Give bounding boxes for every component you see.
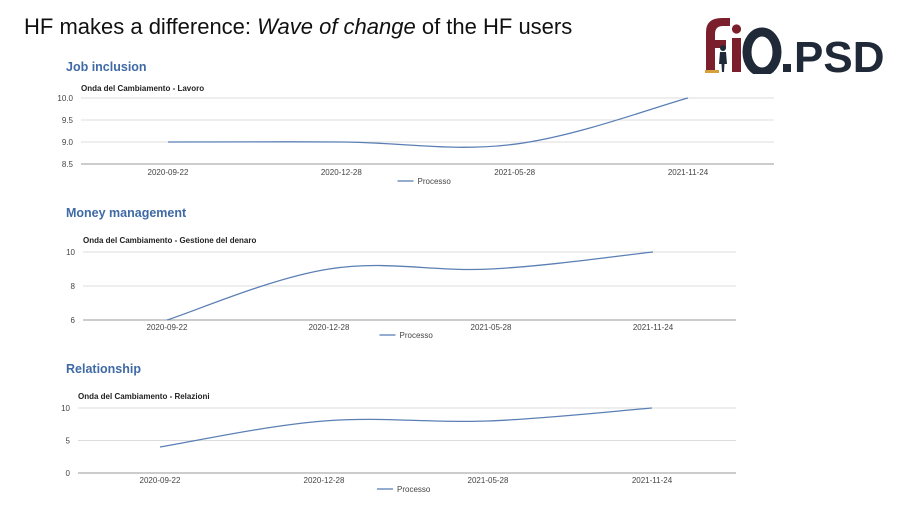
series-line: [167, 97, 689, 148]
legend-label: Processo: [397, 485, 431, 494]
y-tick-label: 5: [66, 437, 71, 446]
slide-title-suffix: of the HF users: [415, 14, 573, 39]
y-tick-label: 8.5: [62, 160, 74, 169]
y-tick-label: 6: [71, 316, 76, 325]
x-tick-label: 2021-05-28: [471, 323, 512, 332]
y-tick-label: 10.0: [57, 94, 73, 103]
x-tick-label: 2020-09-22: [147, 323, 188, 332]
x-tick-label: 2021-05-28: [494, 168, 535, 177]
section-heading-job: Job inclusion: [66, 60, 147, 74]
x-tick-label: 2021-11-24: [668, 168, 709, 177]
slide-title-prefix: HF makes a difference:: [24, 14, 258, 39]
slide-title: HF makes a difference: Wave of change of…: [24, 14, 572, 40]
chart-job-inclusion: Onda del Cambiamento - Lavoro 10.0 9.5 9.0 8…: [57, 84, 774, 186]
series-line: [166, 251, 654, 321]
x-tick-label: 2021-11-24: [633, 323, 674, 332]
y-tick-label: 9.0: [62, 138, 74, 147]
fiopsd-logo: PSD: [705, 18, 884, 74]
chart-title: Onda del Cambiamento - Lavoro: [81, 84, 204, 93]
y-tick-label: 10: [66, 248, 75, 257]
chart-relationship: Onda del Cambiamento - Relazioni 10 5 0 2020…: [61, 392, 736, 494]
y-tick-label: 10: [61, 404, 70, 413]
x-tick-label: 2020-09-22: [148, 168, 189, 177]
y-tick-label: 8: [71, 282, 76, 291]
x-tick-label: 2021-05-28: [468, 476, 509, 485]
y-tick-label: 0: [66, 469, 71, 478]
x-tick-label: 2021-11-24: [632, 476, 673, 485]
person-icon: [719, 45, 727, 72]
slide-title-italic: Wave of change: [257, 14, 416, 39]
x-tick-label: 2020-12-28: [321, 168, 362, 177]
x-tick-label: 2020-12-28: [309, 323, 350, 332]
legend-label: Processo: [400, 331, 434, 340]
chart-money-management: Onda del Cambiamento - Gestione del dena…: [66, 236, 736, 340]
x-tick-label: 2020-09-22: [140, 476, 181, 485]
x-tick-label: 2020-12-28: [304, 476, 345, 485]
section-heading-money: Money management: [66, 206, 187, 220]
legend-label: Processo: [418, 177, 452, 186]
y-tick-label: 9.5: [62, 116, 74, 125]
svg-text:PSD: PSD: [794, 33, 884, 74]
chart-title: Onda del Cambiamento - Relazioni: [78, 392, 210, 401]
section-heading-relationship: Relationship: [66, 362, 142, 376]
series-line: [159, 407, 653, 448]
chart-title: Onda del Cambiamento - Gestione del dena…: [83, 236, 256, 245]
